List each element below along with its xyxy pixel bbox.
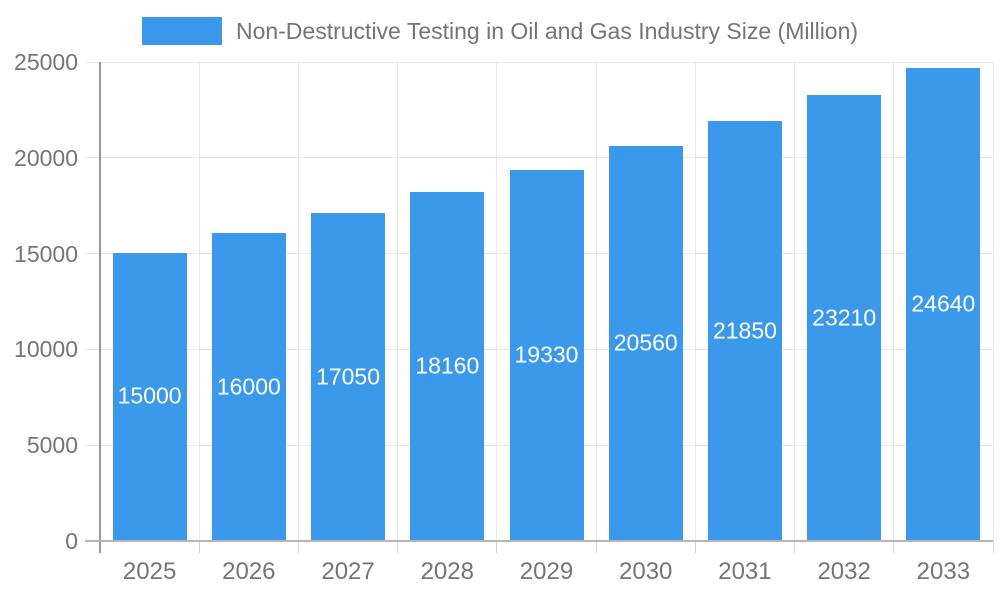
bar-2033[interactable]: 24640 (906, 67, 981, 540)
bar-value-label-2027: 17050 (316, 363, 381, 390)
gridline-vertical (496, 62, 498, 541)
legend[interactable]: Non-Destructive Testing in Oil and Gas I… (0, 17, 1000, 45)
gridline-vertical (694, 62, 696, 541)
x-tick-label-2025: 2025 (122, 558, 177, 585)
y-tick-label-10000: 10000 (14, 336, 78, 363)
x-tick-label-2030: 2030 (619, 558, 673, 585)
bar-value-label-2025: 15000 (117, 382, 182, 409)
bar-2029[interactable]: 19330 (509, 169, 584, 540)
gridline-vertical (198, 62, 200, 541)
x-axis-line (85, 540, 993, 542)
x-tick-label-2028: 2028 (420, 558, 474, 585)
legend-label: Non-Destructive Testing in Oil and Gas I… (235, 17, 859, 44)
x-axis-tick (297, 541, 299, 553)
bar-2031[interactable]: 21850 (707, 121, 782, 540)
y-axis-tick (85, 444, 100, 446)
bar-value-label-2033: 24640 (911, 290, 976, 317)
gridline-vertical (893, 62, 895, 541)
gridline-vertical (595, 62, 597, 541)
gridline-horizontal (100, 157, 993, 159)
x-axis-tick (794, 541, 796, 553)
y-axis-tick (85, 61, 100, 63)
x-tick-label-2031: 2031 (718, 558, 772, 585)
bar-2026[interactable]: 16000 (211, 233, 286, 540)
y-tick-label-15000: 15000 (14, 240, 78, 267)
y-axis-tick (85, 157, 100, 159)
bar-2032[interactable]: 23210 (807, 95, 882, 540)
y-tick-label-5000: 5000 (26, 432, 78, 459)
x-axis-tick (992, 541, 994, 553)
x-tick-label-2032: 2032 (817, 558, 871, 585)
bar-2025[interactable]: 15000 (112, 252, 187, 540)
x-axis-tick (198, 541, 200, 553)
bar-value-label-2026: 16000 (216, 373, 281, 400)
x-tick-label-2026: 2026 (222, 558, 276, 585)
gridline-vertical (794, 62, 796, 541)
legend-swatch (141, 17, 222, 45)
x-axis-tick (595, 541, 597, 553)
bar-value-label-2028: 18160 (415, 352, 480, 379)
bar-value-label-2032: 23210 (812, 304, 877, 331)
bar-2030[interactable]: 20560 (608, 146, 683, 540)
x-axis-tick (893, 541, 895, 553)
x-tick-label-2029: 2029 (519, 558, 574, 585)
gridline-vertical (992, 62, 994, 541)
y-axis-line (99, 62, 101, 553)
x-axis-tick (694, 541, 696, 553)
y-tick-label-25000: 25000 (14, 49, 78, 75)
x-axis-tick (496, 541, 498, 553)
bar-value-label-2029: 19330 (514, 341, 579, 368)
x-tick-label-2027: 2027 (321, 558, 375, 585)
y-tick-label-0: 0 (65, 528, 78, 554)
gridline-horizontal (100, 61, 993, 63)
x-axis-tick (397, 541, 399, 553)
bar-2027[interactable]: 17050 (311, 213, 386, 540)
gridline-vertical (297, 62, 299, 541)
bar-value-label-2030: 20560 (613, 329, 678, 356)
bar-value-label-2031: 21850 (712, 317, 777, 344)
y-axis-tick (85, 253, 100, 255)
gridline-vertical (397, 62, 399, 541)
y-tick-label-20000: 20000 (14, 144, 78, 171)
x-tick-label-2033: 2033 (916, 558, 971, 585)
bar-2028[interactable]: 18160 (410, 192, 485, 540)
y-axis-tick (85, 348, 100, 350)
